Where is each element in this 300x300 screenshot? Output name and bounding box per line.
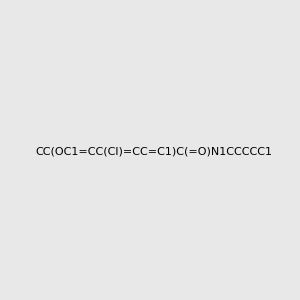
Text: CC(OC1=CC(Cl)=CC=C1)C(=O)N1CCCCC1: CC(OC1=CC(Cl)=CC=C1)C(=O)N1CCCCC1: [35, 146, 272, 157]
